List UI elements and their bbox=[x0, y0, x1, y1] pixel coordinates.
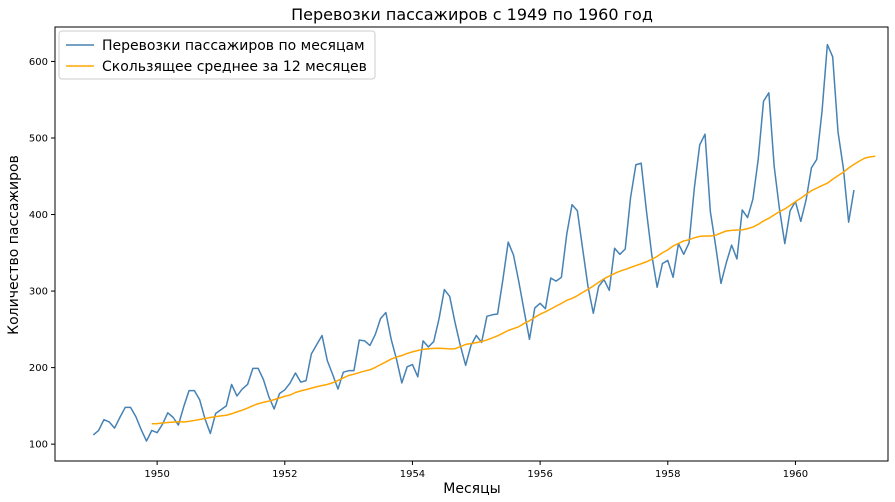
x-tick-label: 1956 bbox=[527, 469, 552, 480]
chart-title: Перевозки пассажиров с 1949 по 1960 год bbox=[291, 5, 653, 24]
y-axis: 100 200 300 400 500 600 bbox=[29, 57, 55, 451]
x-tick-label: 1958 bbox=[655, 469, 680, 480]
y-tick-label: 300 bbox=[29, 287, 48, 298]
legend-entry: Перевозки пассажиров по месяцам bbox=[102, 38, 365, 54]
legend-box bbox=[58, 30, 376, 80]
legend-entry: Скользящее среднее за 12 месяцев bbox=[102, 59, 367, 75]
x-tick-label: 1950 bbox=[144, 469, 169, 480]
plot-area bbox=[92, 43, 876, 442]
x-tick-label: 1952 bbox=[272, 469, 297, 480]
x-tick-label: 1954 bbox=[400, 469, 425, 480]
x-tick-label: 1960 bbox=[783, 469, 808, 480]
monthly-passengers-line bbox=[92, 43, 855, 442]
y-axis-label: Количество пассажиров bbox=[6, 155, 22, 335]
plot-frame bbox=[54, 26, 889, 462]
x-axis-label: Месяцы bbox=[443, 481, 500, 497]
y-tick-label: 500 bbox=[29, 133, 48, 144]
y-tick-label: 100 bbox=[29, 440, 48, 451]
legend: Перевозки пассажиров по месяцам Скользяще… bbox=[58, 30, 376, 80]
y-tick-label: 400 bbox=[29, 210, 48, 221]
moving-average-line bbox=[151, 155, 876, 425]
y-tick-label: 200 bbox=[29, 363, 48, 374]
y-tick-label: 600 bbox=[29, 57, 48, 68]
x-axis: 1950 1952 1954 1956 1958 1960 bbox=[144, 461, 808, 480]
